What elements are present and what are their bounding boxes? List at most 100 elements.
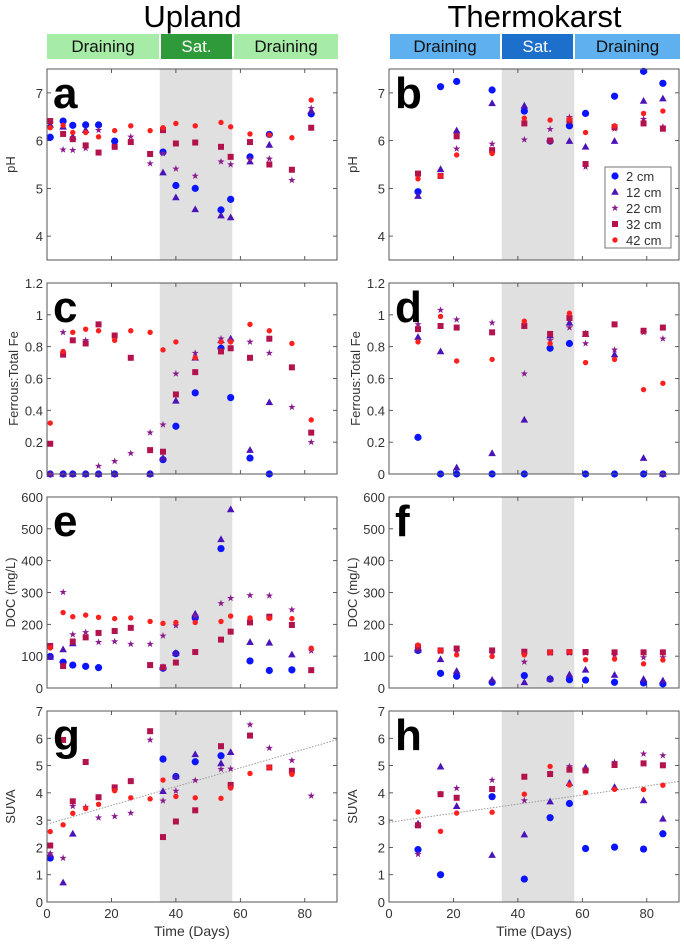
y-tick-label: 300 (21, 586, 43, 601)
data-point (192, 649, 199, 656)
data-point (415, 339, 421, 345)
data-point (217, 157, 225, 165)
data-point (191, 349, 199, 357)
data-point (146, 736, 154, 743)
series-12cm (414, 645, 667, 686)
y-tick-label: 500 (363, 522, 385, 537)
y-tick-label: 100 (21, 649, 43, 664)
data-point (489, 647, 496, 654)
data-point (247, 615, 253, 621)
data-point (415, 176, 421, 182)
data-point (227, 394, 235, 402)
data-point (488, 140, 496, 148)
data-point (521, 322, 528, 329)
data-point (127, 778, 134, 785)
series-42cm (415, 763, 666, 835)
data-point (659, 79, 667, 87)
data-point (639, 675, 648, 682)
data-point (611, 123, 618, 129)
data-point (308, 417, 314, 423)
data-point (247, 139, 253, 146)
data-point (640, 386, 647, 393)
data-point (611, 786, 618, 793)
data-point (59, 645, 67, 653)
data-point (172, 181, 180, 190)
data-point (436, 306, 445, 314)
data-point (489, 809, 495, 815)
data-point (218, 143, 224, 150)
data-point (546, 336, 554, 344)
data-point (246, 454, 254, 462)
data-point (59, 328, 67, 336)
data-point (68, 829, 77, 837)
panel-letter: a (53, 69, 78, 118)
y-tick-label: 5 (378, 759, 385, 774)
trendline (388, 780, 680, 823)
data-point (111, 615, 118, 622)
legend-marker-star-icon (611, 204, 619, 212)
data-point (546, 344, 554, 352)
data-point (82, 340, 89, 347)
data-point (437, 313, 444, 320)
data-point (546, 674, 554, 682)
band-upland-draining-1: Draining (47, 34, 159, 59)
series-42cm (415, 642, 666, 667)
axes-frame (388, 496, 680, 689)
data-point (610, 758, 619, 766)
data-point (246, 720, 254, 728)
data-point (288, 605, 296, 613)
data-point (488, 676, 496, 683)
y-tick-label: 0.4 (367, 403, 385, 418)
data-point (127, 640, 135, 648)
data-point (582, 767, 589, 774)
data-point (581, 142, 590, 150)
data-point (146, 470, 154, 477)
data-point (288, 666, 296, 674)
data-point (265, 349, 273, 357)
data-point (160, 620, 166, 627)
data-point (59, 117, 67, 125)
data-point (520, 369, 528, 377)
data-point (172, 818, 179, 825)
data-point (565, 318, 574, 326)
legend-marker-square-icon (612, 221, 618, 227)
data-point (147, 447, 154, 454)
series-32cm (415, 315, 666, 337)
data-point (147, 150, 154, 157)
band-upland-draining-2: Draining (234, 34, 338, 59)
data-point (414, 433, 422, 441)
data-point (265, 398, 274, 406)
data-point (160, 347, 166, 353)
data-point (660, 782, 666, 788)
data-point (227, 628, 234, 635)
trendline (46, 739, 338, 825)
data-point (47, 645, 53, 651)
data-point (47, 828, 53, 835)
y-tick-label: 600 (21, 490, 43, 505)
y-tick-label: 500 (21, 522, 43, 537)
data-point (146, 428, 154, 436)
data-point (565, 670, 574, 678)
data-point (147, 728, 154, 735)
data-point (453, 645, 460, 652)
data-point (227, 153, 234, 160)
data-point (94, 638, 103, 646)
data-point (95, 801, 102, 808)
data-point (659, 762, 666, 769)
column-title-thermokarst: Thermokarst (447, 0, 622, 34)
y-axis-label: pH (3, 156, 18, 173)
data-point (488, 86, 496, 94)
data-point (436, 669, 445, 677)
data-point (437, 173, 444, 179)
data-point (82, 121, 90, 129)
data-point (489, 329, 496, 336)
data-point (160, 125, 166, 131)
data-point (218, 795, 224, 802)
data-point (415, 326, 421, 333)
data-point (453, 794, 460, 801)
y-tick-label: 7 (378, 704, 385, 719)
x-axis-label: Time (Days) (154, 923, 230, 939)
data-point (159, 787, 167, 795)
data-point (521, 648, 528, 655)
